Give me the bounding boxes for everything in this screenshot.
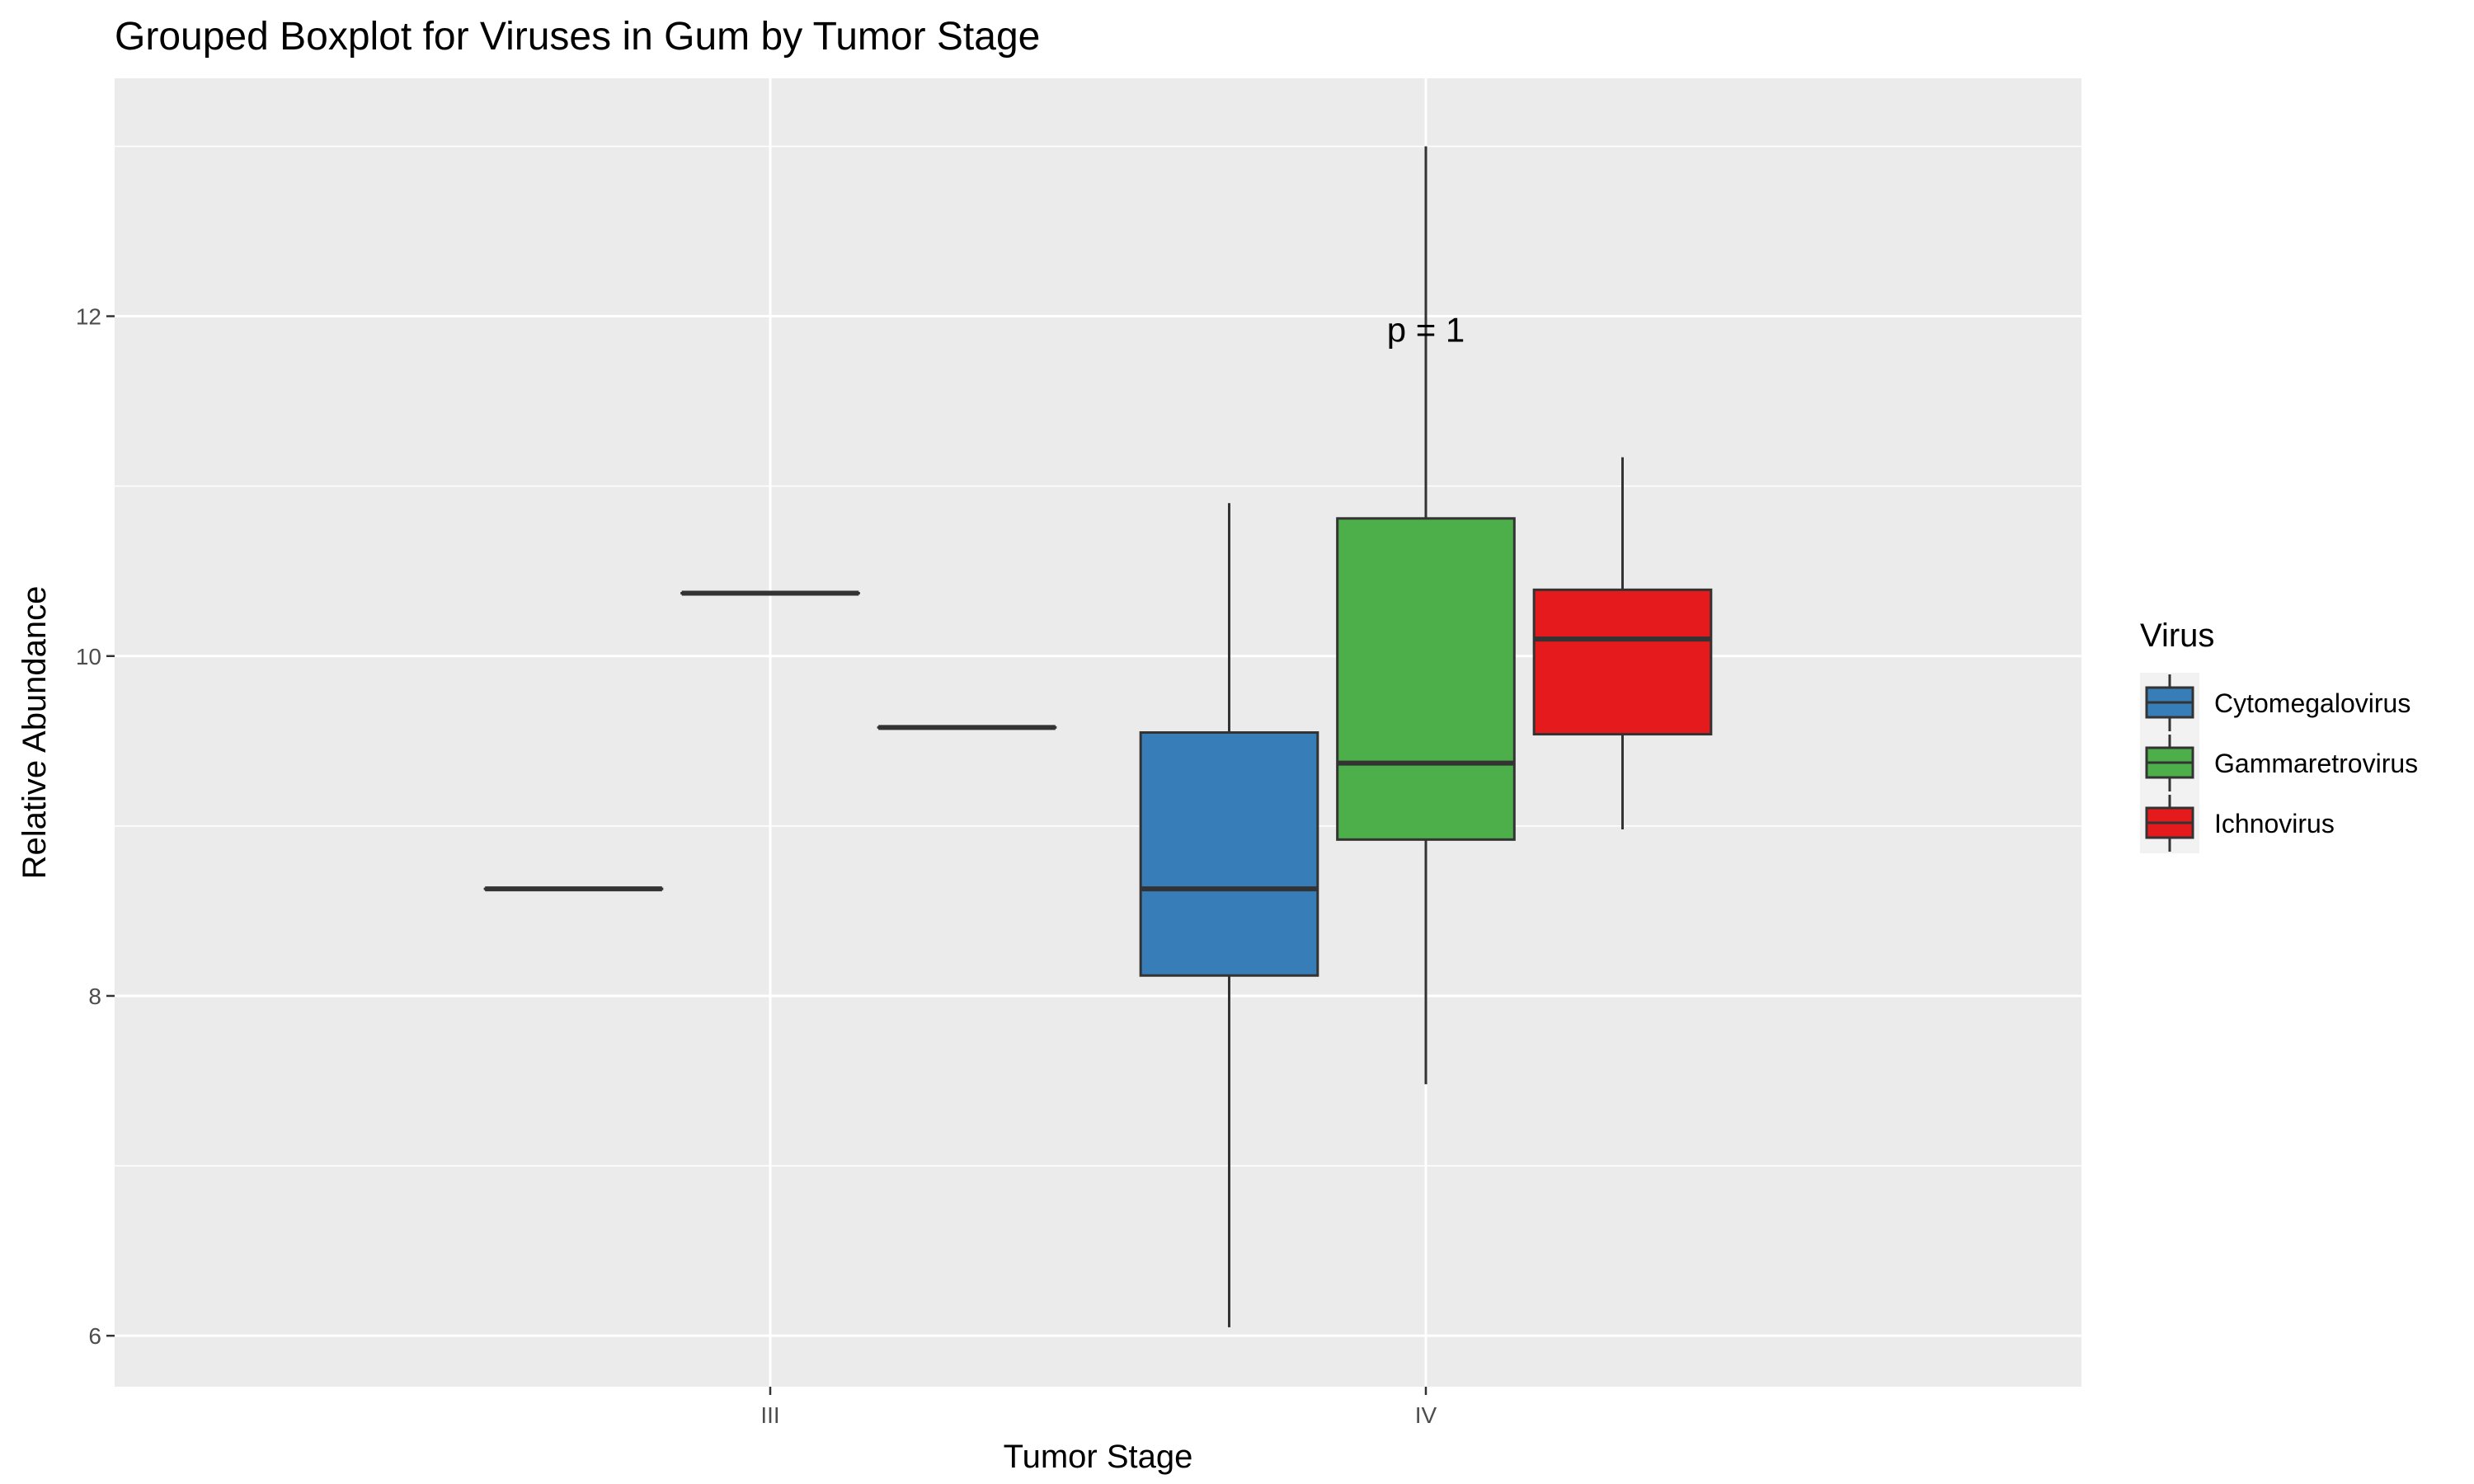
box-cytomegalovirus-iv: [1139, 503, 1319, 1327]
major-gridlines: [115, 78, 2081, 1387]
box-layer: [483, 146, 1713, 1327]
box-iqr: [1336, 517, 1516, 841]
y-tick-label: 6: [88, 1323, 101, 1349]
box-iqr: [1139, 731, 1319, 977]
legend-label: Gammaretrovirus: [2214, 749, 2418, 778]
legend-item-gammaretrovirus: Gammaretrovirus: [2140, 733, 2418, 793]
x-axis-title: Tumor Stage: [1004, 1439, 1193, 1475]
legend: Virus Cytomegalovirus Gammaretrovirus Ichn…: [2140, 618, 2418, 853]
legend-label: Ichnovirus: [2214, 809, 2335, 838]
x-tick-label: IV: [1415, 1402, 1437, 1428]
annotation-layer: p = 1: [1387, 310, 1465, 349]
y-tick-label: 12: [76, 304, 101, 330]
box-ichnovirus-iv: [1532, 457, 1713, 829]
x-tick-label: III: [760, 1402, 779, 1428]
p-value-annotation: p = 1: [1387, 310, 1465, 349]
y-axis: 6 8 10 12: [76, 304, 115, 1349]
legend-item-cytomegalovirus: Cytomegalovirus: [2140, 673, 2411, 733]
x-axis: III IV: [760, 1387, 1437, 1428]
legend-title: Virus: [2140, 618, 2214, 654]
y-tick-label: 10: [76, 644, 101, 669]
y-tick-label: 8: [88, 984, 101, 1009]
chart-title: Grouped Boxplot for Viruses in Gum by Tu…: [115, 15, 1040, 59]
box-gammaretrovirus-iv: [1336, 146, 1516, 1085]
plot-panel: [115, 78, 2081, 1387]
legend-label: Cytomegalovirus: [2214, 688, 2411, 718]
y-axis-title: Relative Abundance: [16, 586, 53, 880]
minor-gridlines: [115, 145, 2081, 1167]
legend-item-ichnovirus: Ichnovirus: [2140, 793, 2335, 853]
box-iqr: [1532, 588, 1713, 736]
